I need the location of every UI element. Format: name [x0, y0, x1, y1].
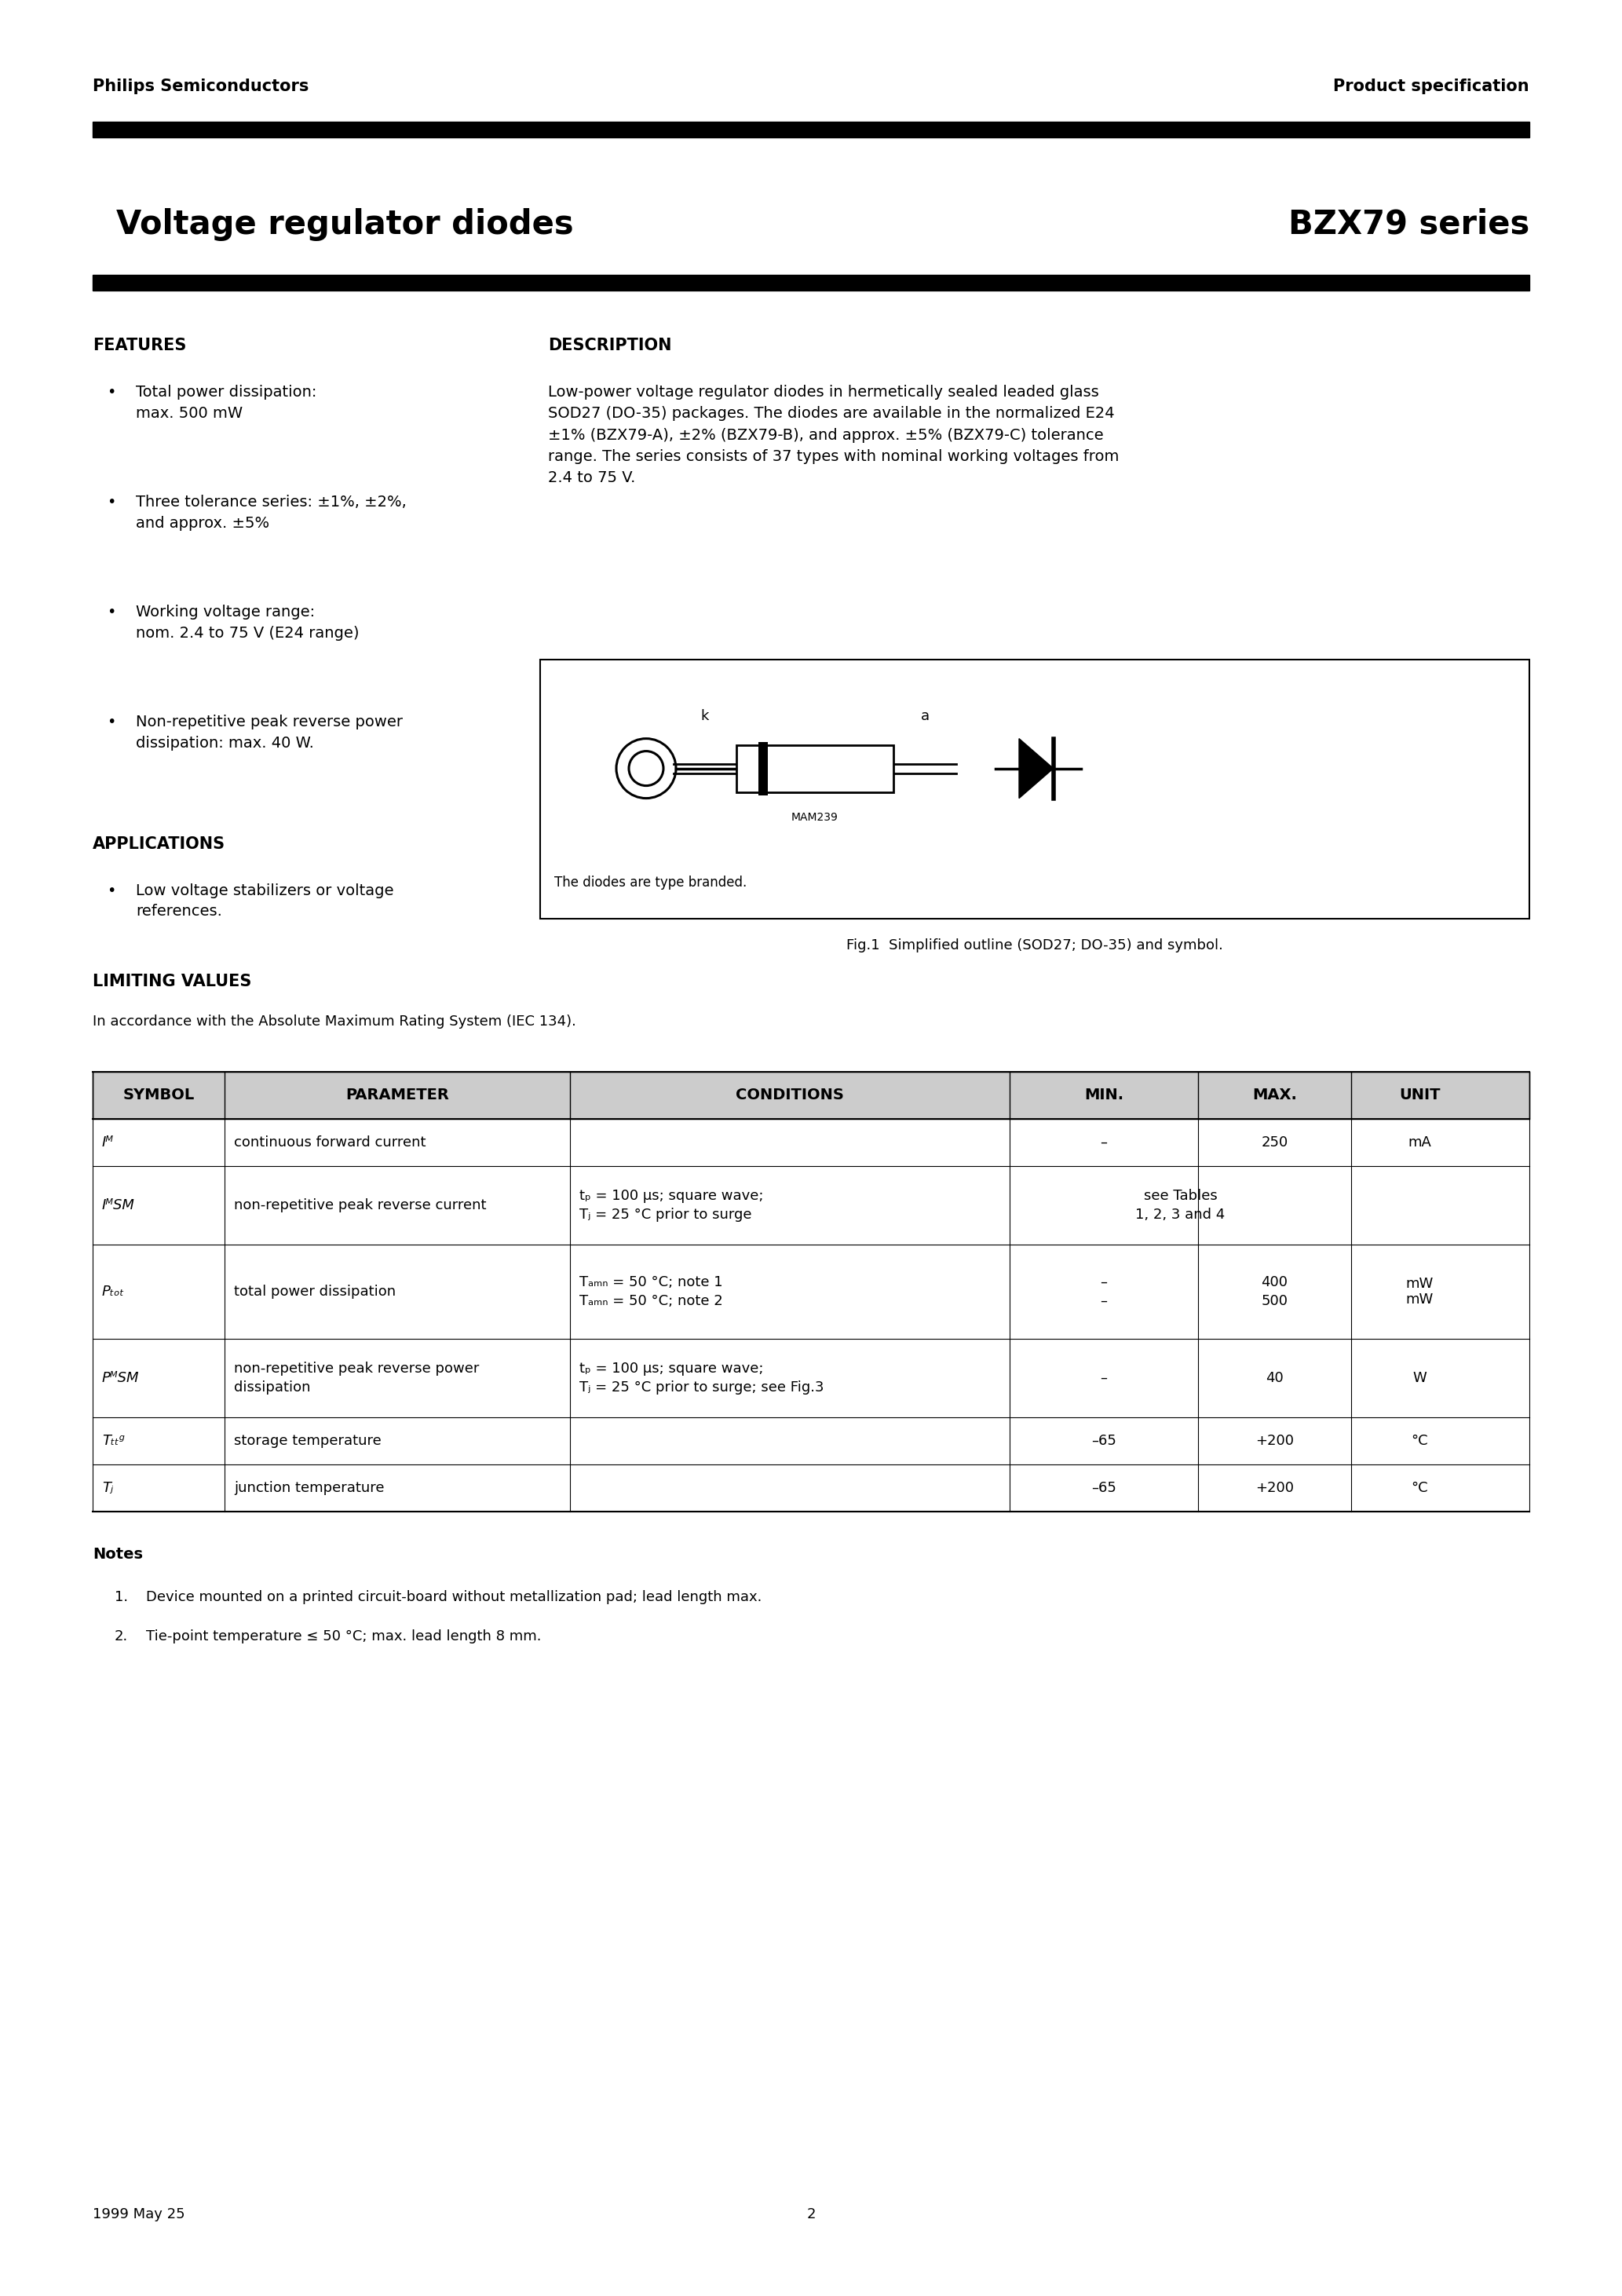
- Text: CONDITIONS: CONDITIONS: [736, 1088, 843, 1102]
- Text: MAX.: MAX.: [1252, 1088, 1298, 1102]
- Text: °C: °C: [1411, 1481, 1429, 1495]
- Text: 250: 250: [1262, 1137, 1288, 1150]
- Bar: [92, 1244, 1530, 1339]
- Text: Device mounted on a printed circuit-board without metallization pad; lead length: Device mounted on a printed circuit-boar…: [146, 1591, 762, 1605]
- Text: +200: +200: [1255, 1481, 1294, 1495]
- Text: Tie-point temperature ≤ 50 °C; max. lead length 8 mm.: Tie-point temperature ≤ 50 °C; max. lead…: [146, 1630, 542, 1644]
- Text: PARAMETER: PARAMETER: [345, 1088, 449, 1102]
- Bar: [92, 1072, 1530, 1118]
- Text: 40: 40: [1265, 1371, 1283, 1384]
- Bar: [92, 1118, 1530, 1166]
- Text: Notes: Notes: [92, 1548, 143, 1561]
- Text: •: •: [107, 494, 115, 510]
- Text: –: –: [1100, 1137, 1108, 1150]
- Text: Working voltage range:
nom. 2.4 to 75 V (E24 range): Working voltage range: nom. 2.4 to 75 V …: [136, 604, 358, 641]
- Text: The diodes are type branded.: The diodes are type branded.: [555, 875, 746, 889]
- Bar: [736, 744, 894, 792]
- Bar: [92, 1417, 1530, 1465]
- Text: storage temperature: storage temperature: [234, 1433, 381, 1449]
- Text: Voltage regulator diodes: Voltage regulator diodes: [117, 209, 574, 241]
- Polygon shape: [1019, 739, 1053, 799]
- Text: 1999 May 25: 1999 May 25: [92, 2206, 185, 2223]
- Text: non-repetitive peak reverse current: non-repetitive peak reverse current: [234, 1199, 487, 1212]
- Bar: [540, 659, 1530, 918]
- Text: Tⱼ: Tⱼ: [102, 1481, 114, 1495]
- Text: 1.: 1.: [115, 1591, 128, 1605]
- Text: Fig.1  Simplified outline (SOD27; DO-35) and symbol.: Fig.1 Simplified outline (SOD27; DO-35) …: [847, 939, 1223, 953]
- Text: –65: –65: [1092, 1433, 1116, 1449]
- Text: Three tolerance series: ±1%, ±2%,
and approx. ±5%: Three tolerance series: ±1%, ±2%, and ap…: [136, 494, 407, 530]
- Text: continuous forward current: continuous forward current: [234, 1137, 427, 1150]
- Text: a: a: [920, 709, 929, 723]
- Bar: [92, 122, 1530, 138]
- Text: –65: –65: [1092, 1481, 1116, 1495]
- Text: W: W: [1413, 1371, 1427, 1384]
- Text: Low-power voltage regulator diodes in hermetically sealed leaded glass
SOD27 (DO: Low-power voltage regulator diodes in he…: [548, 386, 1119, 484]
- Text: see Tables
1, 2, 3 and 4: see Tables 1, 2, 3 and 4: [1135, 1189, 1225, 1221]
- Text: LIMITING VALUES: LIMITING VALUES: [92, 974, 251, 990]
- Bar: [92, 276, 1530, 292]
- Text: PᴹSM: PᴹSM: [102, 1371, 139, 1384]
- Text: •: •: [107, 604, 115, 620]
- Text: In accordance with the Absolute Maximum Rating System (IEC 134).: In accordance with the Absolute Maximum …: [92, 1015, 576, 1029]
- Text: •: •: [107, 884, 115, 898]
- Text: mA: mA: [1408, 1137, 1432, 1150]
- Text: Pₜₒₜ: Pₜₒₜ: [102, 1286, 125, 1300]
- Bar: [92, 1166, 1530, 1244]
- Bar: [92, 1465, 1530, 1511]
- Text: UNIT: UNIT: [1400, 1088, 1440, 1102]
- Text: non-repetitive peak reverse power
dissipation: non-repetitive peak reverse power dissip…: [234, 1362, 478, 1394]
- Bar: [92, 1339, 1530, 1417]
- Text: Non-repetitive peak reverse power
dissipation: max. 40 W.: Non-repetitive peak reverse power dissip…: [136, 714, 402, 751]
- Text: 2: 2: [806, 2206, 816, 2223]
- Text: APPLICATIONS: APPLICATIONS: [92, 836, 225, 852]
- Text: tₚ = 100 μs; square wave;
Tⱼ = 25 °C prior to surge; see Fig.3: tₚ = 100 μs; square wave; Tⱼ = 25 °C pri…: [579, 1362, 824, 1394]
- Text: 400
500: 400 500: [1262, 1274, 1288, 1309]
- Text: 2.: 2.: [115, 1630, 128, 1644]
- Text: Tₐₘₙ = 50 °C; note 1
Tₐₘₙ = 50 °C; note 2: Tₐₘₙ = 50 °C; note 1 Tₐₘₙ = 50 °C; note …: [579, 1274, 723, 1309]
- Text: •: •: [107, 714, 115, 730]
- Text: DESCRIPTION: DESCRIPTION: [548, 338, 672, 354]
- Text: k: k: [701, 709, 709, 723]
- Text: Tₜₜᵍ: Tₜₜᵍ: [102, 1433, 125, 1449]
- Text: MIN.: MIN.: [1083, 1088, 1124, 1102]
- Text: total power dissipation: total power dissipation: [234, 1286, 396, 1300]
- Text: °C: °C: [1411, 1433, 1429, 1449]
- Text: –
–: – –: [1100, 1274, 1108, 1309]
- Bar: [759, 742, 767, 794]
- Text: IᴹSM: IᴹSM: [102, 1199, 135, 1212]
- Text: junction temperature: junction temperature: [234, 1481, 384, 1495]
- Text: Product specification: Product specification: [1333, 78, 1530, 94]
- Text: •: •: [107, 386, 115, 400]
- Text: +200: +200: [1255, 1433, 1294, 1449]
- Text: FEATURES: FEATURES: [92, 338, 187, 354]
- Text: Iᴹ: Iᴹ: [102, 1137, 114, 1150]
- Text: tₚ = 100 μs; square wave;
Tⱼ = 25 °C prior to surge: tₚ = 100 μs; square wave; Tⱼ = 25 °C pri…: [579, 1189, 764, 1221]
- Text: MAM239: MAM239: [792, 810, 839, 822]
- Text: mW
mW: mW mW: [1406, 1277, 1434, 1306]
- Text: SYMBOL: SYMBOL: [123, 1088, 195, 1102]
- Text: Total power dissipation:
max. 500 mW: Total power dissipation: max. 500 mW: [136, 386, 316, 420]
- Text: Philips Semiconductors: Philips Semiconductors: [92, 78, 308, 94]
- Text: BZX79 series: BZX79 series: [1288, 209, 1530, 241]
- Text: Low voltage stabilizers or voltage
references.: Low voltage stabilizers or voltage refer…: [136, 884, 394, 918]
- Text: –: –: [1100, 1371, 1108, 1384]
